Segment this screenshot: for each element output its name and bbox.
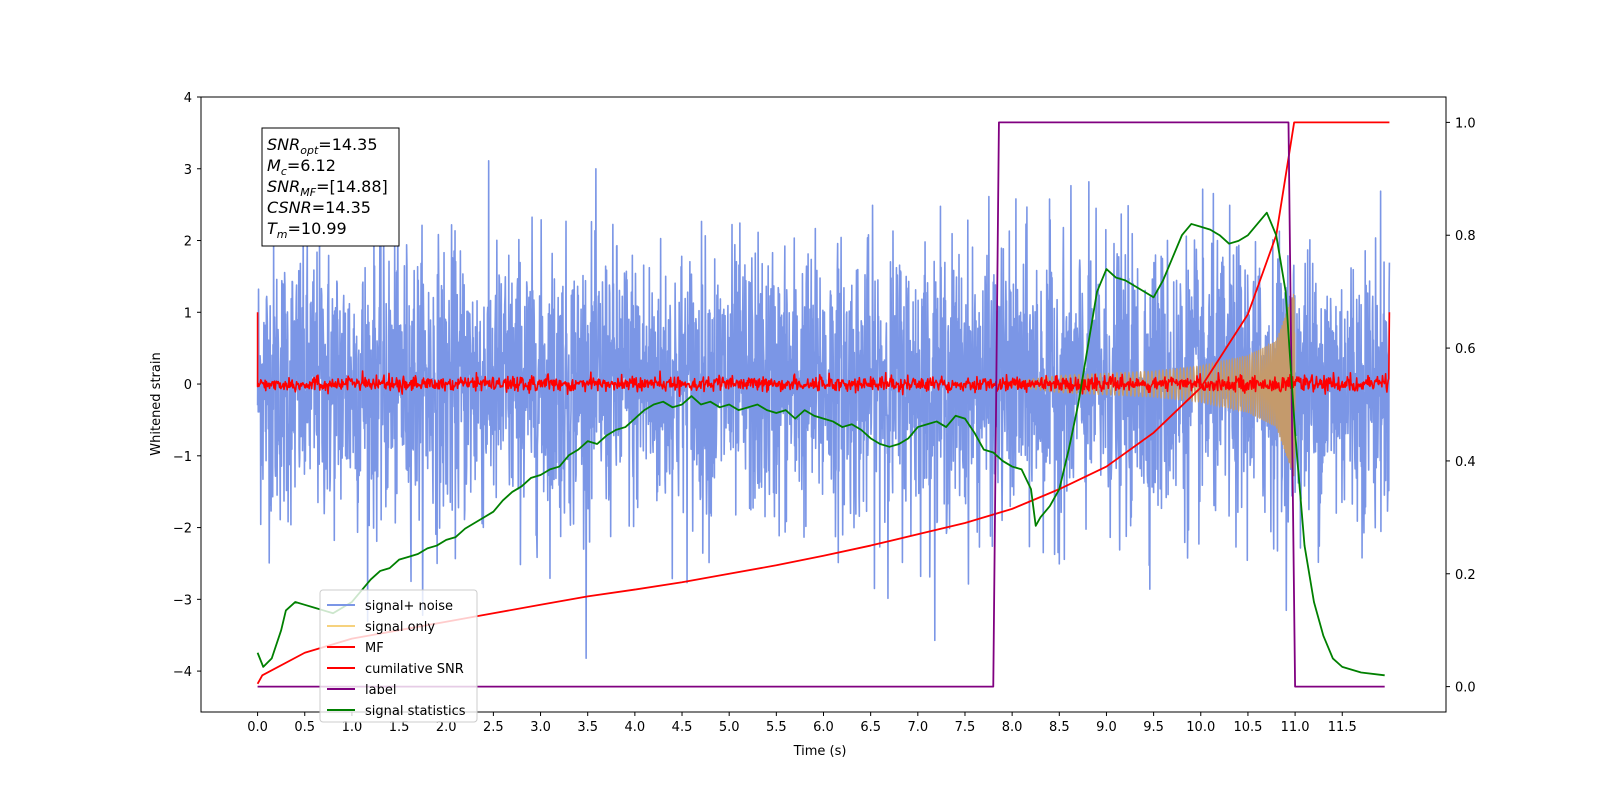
x-axis-label: Time (s)	[793, 744, 847, 759]
x-tick-label: 5.5	[766, 720, 787, 735]
y-right-tick-label: 0.2	[1455, 568, 1476, 583]
annotation-frame	[261, 127, 400, 247]
annotation-line: SNRMF=[14.88]	[267, 177, 388, 199]
y-axis-right: 0.0 0.2 0.4 0.6 0.8 1.0	[1446, 116, 1476, 696]
y-right-tick-label: 0.8	[1455, 229, 1476, 244]
x-tick-label: 8.5	[1049, 720, 1070, 735]
annotation-line: Mc=6.12	[267, 156, 336, 178]
annotation-line: Tm=10.99	[267, 219, 347, 241]
x-tick-label: 3.5	[577, 720, 598, 735]
x-tick-label: 9.0	[1096, 720, 1117, 735]
y-left-tick-label: −3	[173, 593, 192, 608]
series-label	[257, 121, 1385, 688]
x-tick-label: 7.5	[955, 720, 976, 735]
x-tick-label: 0.0	[247, 720, 268, 735]
y-left-tick-label: 2	[184, 235, 192, 250]
y-axis-left: 4 3 2 1 0 −1 −2 −3 −4	[173, 91, 201, 680]
x-tick-label: 3.0	[530, 720, 551, 735]
x-tick-label: 2.0	[436, 720, 457, 735]
legend-label: signal statistics	[365, 704, 466, 719]
y-left-tick-label: −2	[173, 522, 192, 537]
x-axis: 0.0 0.5 1.0 1.5 2.0 2.5 3.0 3.5 4.0 4.5 5.0 5.5 6.0 6…	[247, 712, 1357, 735]
x-tick-label: 0.5	[294, 720, 315, 735]
x-tick-label: 5.0	[719, 720, 740, 735]
x-tick-label: 11.5	[1328, 720, 1357, 735]
y-right-tick-label: 0.0	[1455, 681, 1476, 696]
x-tick-label: 8.0	[1002, 720, 1023, 735]
y-left-tick-label: 0	[184, 378, 192, 393]
x-tick-label: 6.5	[860, 720, 881, 735]
annotation-line: SNRopt=14.35	[267, 135, 378, 157]
series-signal-noise	[256, 159, 1391, 659]
legend-label: cumilative SNR	[365, 662, 464, 677]
x-tick-label: 10.5	[1233, 720, 1262, 735]
x-tick-label: 10.0	[1186, 720, 1215, 735]
x-tick-label: 6.0	[813, 720, 834, 735]
x-tick-label: 2.5	[483, 720, 504, 735]
legend-label: signal+ noise	[365, 599, 453, 614]
x-tick-label: 1.5	[389, 720, 410, 735]
y-axis-label: Whitened strain	[149, 352, 164, 455]
legend-label: MF	[365, 641, 384, 656]
y-right-tick-label: 1.0	[1455, 116, 1476, 131]
y-right-tick-label: 0.4	[1455, 455, 1476, 470]
annotation-line: CSNR=14.35	[267, 198, 371, 217]
x-tick-label: 1.0	[342, 720, 363, 735]
y-left-tick-label: −1	[173, 450, 192, 465]
x-tick-label: 7.0	[907, 720, 928, 735]
legend-label: label	[365, 683, 396, 698]
annotation-box: SNRopt=14.35Mc=6.12SNRMF=[14.88]CSNR=14.…	[261, 127, 400, 247]
y-left-tick-label: 3	[184, 163, 192, 178]
y-left-tick-label: 4	[184, 91, 192, 106]
legend: signal+ noise signal only MF cumilative SNR…	[319, 589, 478, 723]
x-tick-label: 9.5	[1143, 720, 1164, 735]
y-left-tick-label: −4	[173, 665, 192, 680]
x-tick-label: 4.5	[672, 720, 693, 735]
x-tick-label: 4.0	[625, 720, 646, 735]
legend-frame	[319, 589, 478, 723]
x-tick-label: 11.0	[1281, 720, 1310, 735]
y-left-tick-label: 1	[184, 306, 192, 321]
series-signal-only	[993, 293, 1296, 477]
legend-label: signal only	[365, 620, 435, 635]
y-right-tick-label: 0.6	[1455, 342, 1476, 357]
series-mf	[256, 312, 1391, 398]
series-signal-statistics	[256, 211, 1385, 677]
